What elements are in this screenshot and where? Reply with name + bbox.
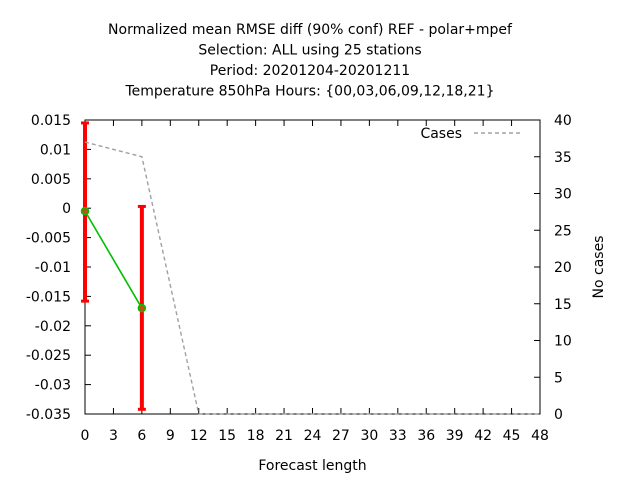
y2-tick-label: 10 — [554, 334, 572, 350]
y2-tick-label: 0 — [554, 407, 563, 423]
y-tick-label: -0.015 — [26, 289, 71, 305]
title-line: Selection: ALL using 25 stations — [198, 43, 421, 59]
y-tick-label: 0.015 — [31, 113, 71, 129]
y-tick-label: 0.01 — [40, 142, 71, 158]
y-tick-label: 0.005 — [31, 172, 71, 188]
cases-line — [84, 141, 540, 415]
x-tick-label: 24 — [304, 428, 322, 444]
legend-label: Cases — [420, 126, 462, 142]
y2-tick-label: 25 — [554, 223, 572, 239]
y-tick-label: -0.03 — [35, 378, 71, 394]
x-tick-label: 30 — [360, 428, 378, 444]
y-tick-label: -0.005 — [26, 231, 71, 247]
diff-line — [84, 210, 143, 309]
x-axis-label: Forecast length — [258, 458, 366, 474]
x-tick-label: 36 — [417, 428, 435, 444]
y2-tick-label: 35 — [554, 150, 572, 166]
y2-tick-label: 5 — [554, 370, 563, 386]
y-tick-label: -0.025 — [26, 348, 71, 364]
x-tick-label: 48 — [531, 428, 549, 444]
y2-tick-label: 15 — [554, 297, 572, 313]
x-tick-label: 12 — [190, 428, 208, 444]
chart-title: Normalized mean RMSE diff (90% conf) REF… — [108, 22, 513, 100]
y2-tick-label: 20 — [554, 260, 572, 276]
x-tick-label: 21 — [275, 428, 293, 444]
y2-tick-label: 40 — [554, 113, 572, 129]
x-tick-label: 42 — [474, 428, 492, 444]
series-layer — [80, 121, 540, 415]
x-tick-label: 18 — [247, 428, 265, 444]
x-tick-label: 45 — [503, 428, 521, 444]
y-tick-label: -0.01 — [35, 260, 71, 276]
y-tick-label: -0.035 — [26, 407, 71, 423]
x-tick-label: 9 — [166, 428, 175, 444]
title-line: Temperature 850hPa Hours: {00,03,06,09,1… — [125, 84, 495, 100]
x-tick-label: 39 — [446, 428, 464, 444]
title-line: Normalized mean RMSE diff (90% conf) REF… — [108, 22, 513, 38]
x-tick-label: 15 — [218, 428, 236, 444]
y2-axis-label: No cases — [591, 236, 607, 299]
y2-tick-label: 30 — [554, 187, 572, 203]
x-tick-label: 33 — [389, 428, 407, 444]
x-axis: 0 3 6 9 12 15 18 21 24 27 30 33 36 39 42 45 48 — [81, 120, 549, 444]
y-tick-label: 0 — [62, 201, 71, 217]
data-point — [137, 303, 147, 313]
title-line: Period: 20201204-20201211 — [210, 63, 410, 79]
x-tick-label: 27 — [332, 428, 350, 444]
data-point — [80, 206, 90, 216]
plot-frame — [84, 119, 541, 415]
y-axis: 0.015 0.01 0.005 0 -0.005 -0.01 -0.015 -0.02 -0.… — [26, 113, 91, 423]
y-tick-label: -0.02 — [35, 319, 71, 335]
y2-axis: 40 35 30 25 20 15 10 5 0 — [534, 113, 572, 423]
x-tick-label: 0 — [81, 428, 90, 444]
x-tick-label: 3 — [109, 428, 118, 444]
x-tick-label: 6 — [137, 428, 146, 444]
legend: Cases — [420, 126, 522, 142]
